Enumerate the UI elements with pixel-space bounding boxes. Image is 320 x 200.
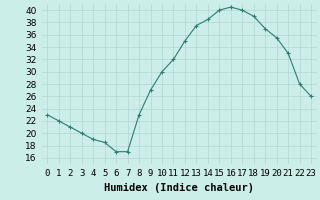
- X-axis label: Humidex (Indice chaleur): Humidex (Indice chaleur): [104, 183, 254, 193]
